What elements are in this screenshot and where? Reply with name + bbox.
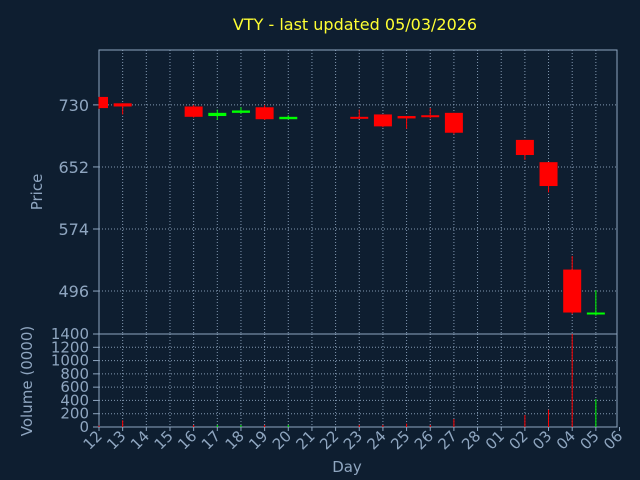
- day-tick-label: 22: [316, 427, 342, 453]
- candle-body: [208, 112, 227, 117]
- day-tick-label: 21: [293, 427, 319, 453]
- volume-tick-label: 400: [60, 391, 89, 409]
- day-axis: 1213141516171819202122232425262728010203…: [80, 427, 626, 453]
- day-tick-label: 19: [245, 427, 271, 453]
- volume-tick-label: 200: [60, 405, 89, 423]
- price-axis-label: Price: [28, 174, 46, 211]
- volume-tick-label: 800: [60, 365, 89, 383]
- day-tick-label: 14: [127, 427, 153, 453]
- candlestick-series: [98, 96, 605, 316]
- day-tick-label: 28: [458, 427, 484, 453]
- price-tick-label: 496: [58, 282, 89, 301]
- volume-tick-label: 0: [79, 418, 89, 436]
- candle-body: [563, 269, 582, 313]
- day-axis-label: Day: [332, 458, 362, 476]
- day-tick-label: 04: [553, 427, 579, 453]
- day-tick-label: 23: [340, 427, 366, 453]
- day-tick-label: 18: [222, 427, 248, 453]
- day-tick-label: 13: [103, 427, 129, 453]
- day-tick-label: 15: [151, 427, 177, 453]
- candle-body: [279, 116, 298, 120]
- candle-body: [421, 115, 440, 118]
- volume-panel-frame: [98, 333, 618, 428]
- candle-body: [444, 112, 463, 133]
- day-tick-label: 16: [174, 427, 200, 453]
- day-tick-label: 25: [387, 427, 413, 453]
- volume-tick-label: 1200: [51, 338, 89, 356]
- price-tick-label: 652: [58, 158, 89, 177]
- price-tick-label: 730: [58, 96, 89, 115]
- day-tick-label: 27: [434, 427, 460, 453]
- candle-body: [255, 107, 274, 120]
- day-tick-label: 05: [576, 427, 602, 453]
- candle-body: [350, 116, 369, 119]
- chart-title: VTY - last updated 05/03/2026: [233, 15, 477, 34]
- candle-body: [113, 103, 132, 107]
- day-tick-label: 03: [529, 427, 555, 453]
- volume-series: [98, 334, 597, 427]
- candle-body: [373, 114, 392, 127]
- day-tick-label: 17: [198, 427, 224, 453]
- day-tick-label: 20: [269, 427, 295, 453]
- day-tick-label: 24: [364, 427, 390, 453]
- volume-tick-label: 600: [60, 378, 89, 396]
- price-tick-label: 574: [58, 220, 89, 239]
- day-tick-label: 01: [482, 427, 508, 453]
- day-tick-label: 26: [411, 427, 437, 453]
- volume-axis-label: Volume (0000): [18, 326, 36, 436]
- price-axis: 496 574 652 730: [58, 96, 99, 301]
- candle-body: [586, 312, 605, 315]
- candle-body: [231, 110, 250, 113]
- candle-body: [99, 96, 108, 109]
- day-tick-label: 02: [505, 427, 531, 453]
- day-tick-label: 06: [600, 427, 626, 453]
- candle-body: [397, 116, 416, 119]
- volume-tick-label: 1400: [51, 325, 89, 343]
- candle-body: [184, 106, 203, 117]
- candle-body: [539, 162, 558, 187]
- volume-tick-label: 1000: [51, 352, 89, 370]
- grid-lines: [99, 50, 617, 427]
- candle-body: [515, 139, 534, 156]
